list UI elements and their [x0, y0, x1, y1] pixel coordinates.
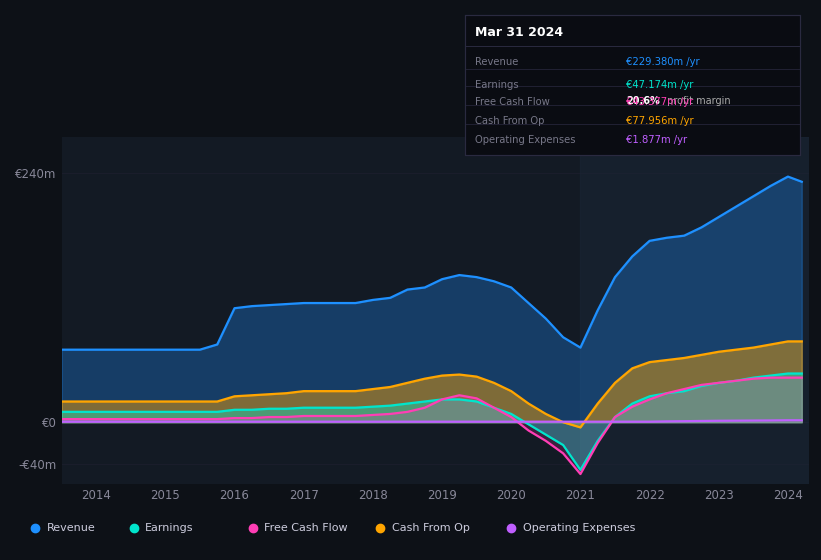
Text: €1.877m /yr: €1.877m /yr [626, 134, 687, 144]
Text: €47.174m /yr: €47.174m /yr [626, 80, 693, 90]
Text: Operating Expenses: Operating Expenses [475, 134, 576, 144]
Text: Cash From Op: Cash From Op [392, 523, 470, 533]
Text: profit margin: profit margin [664, 96, 731, 106]
Text: €229.380m /yr: €229.380m /yr [626, 57, 699, 67]
Text: €77.956m /yr: €77.956m /yr [626, 116, 694, 125]
Text: Cash From Op: Cash From Op [475, 116, 544, 125]
Text: Free Cash Flow: Free Cash Flow [475, 97, 550, 107]
Bar [580, 137, 809, 484]
Text: Earnings: Earnings [145, 523, 194, 533]
Text: 20.6%: 20.6% [626, 96, 659, 106]
Text: Operating Expenses: Operating Expenses [523, 523, 635, 533]
Text: Revenue: Revenue [47, 523, 95, 533]
Text: Revenue: Revenue [475, 57, 518, 67]
Text: Free Cash Flow: Free Cash Flow [264, 523, 348, 533]
Text: Earnings: Earnings [475, 80, 519, 90]
Text: €43.377m /yr: €43.377m /yr [626, 97, 693, 107]
Text: Mar 31 2024: Mar 31 2024 [475, 26, 563, 39]
